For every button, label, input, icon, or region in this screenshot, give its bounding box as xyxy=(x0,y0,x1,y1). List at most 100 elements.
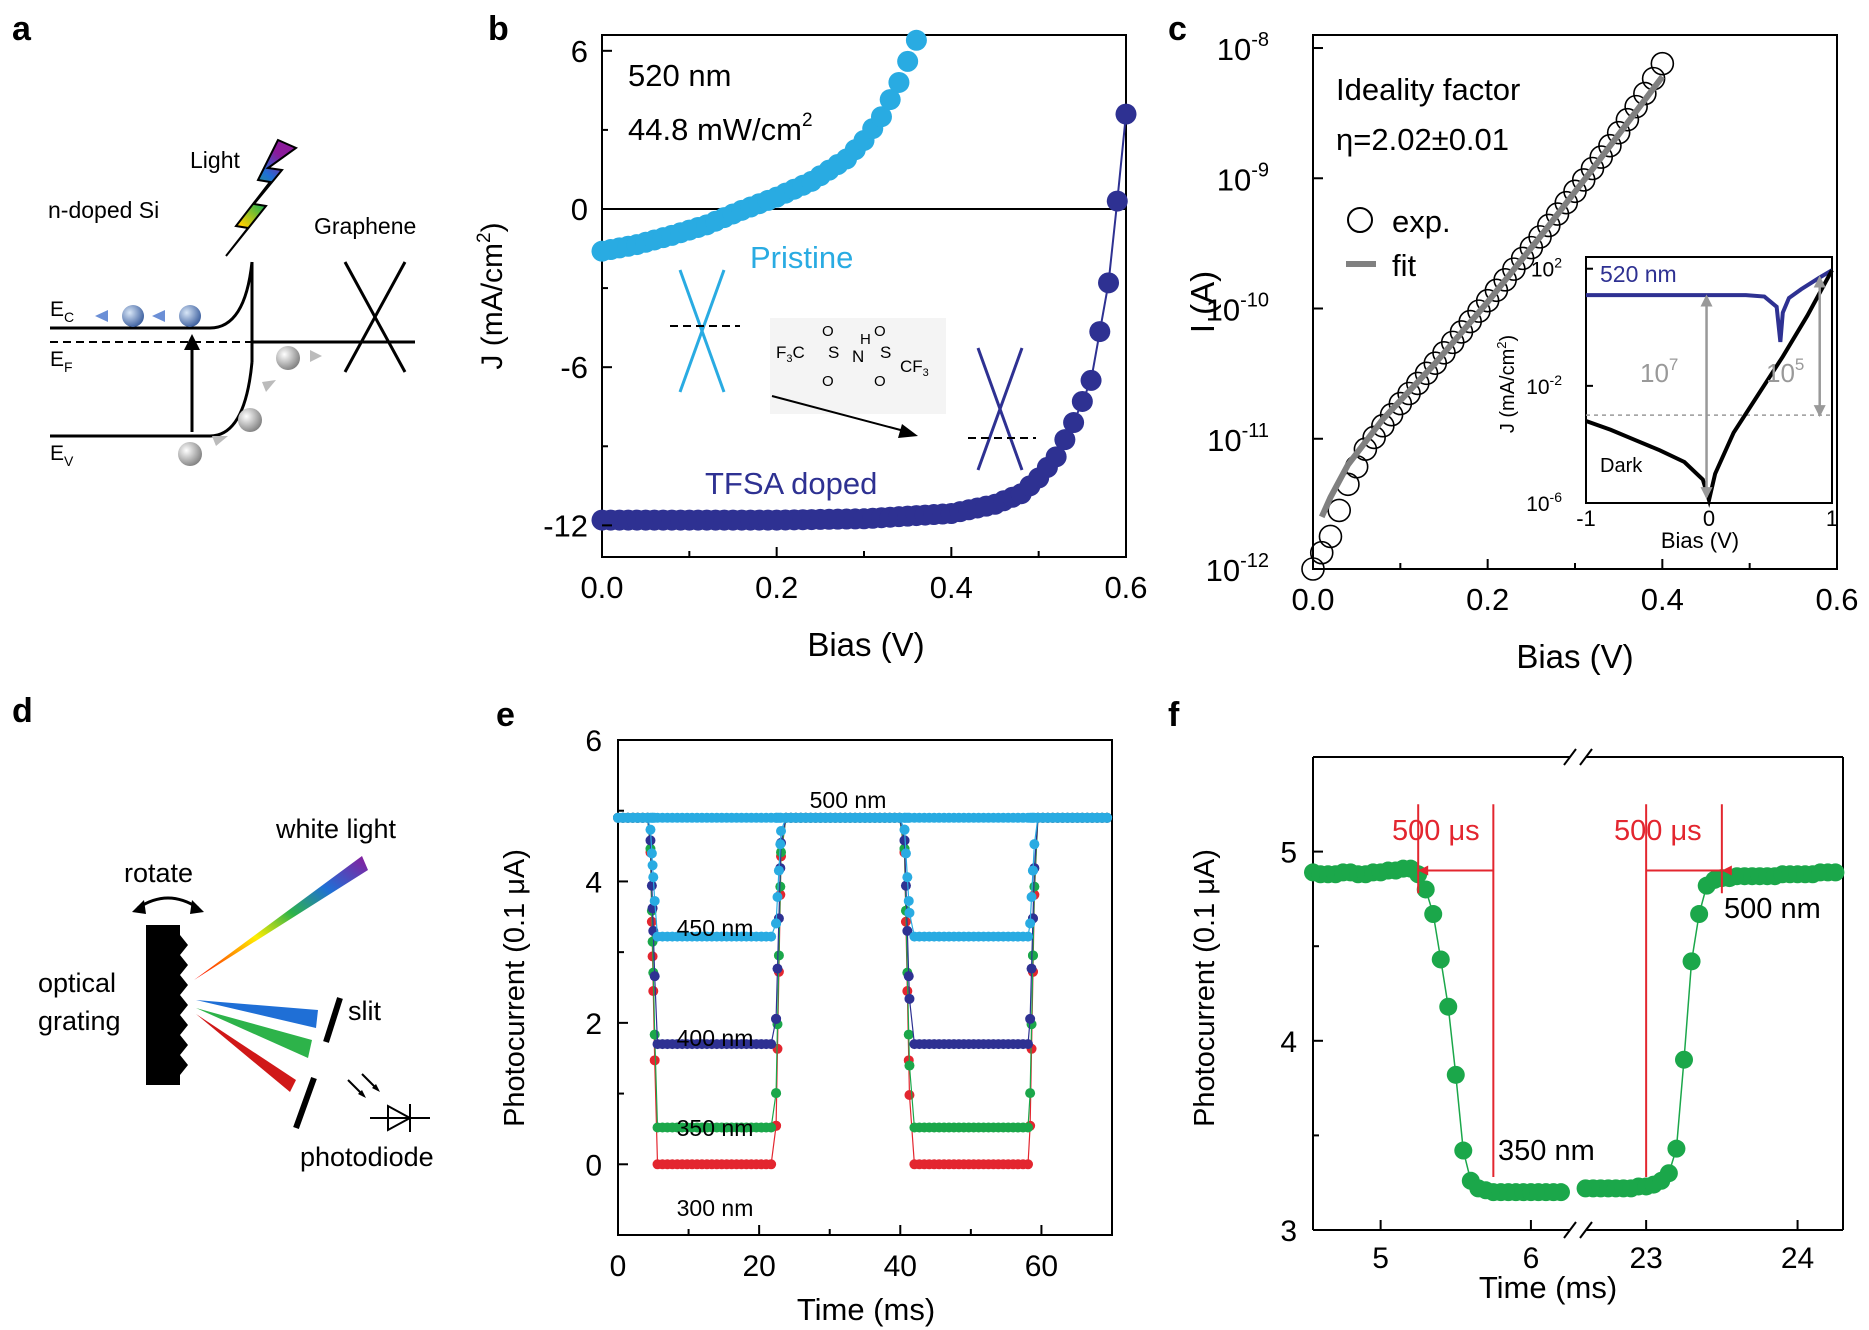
inset-label-dark: Dark xyxy=(1600,455,1643,477)
panel-f-xlabel: Time (ms) xyxy=(1479,1270,1617,1305)
svg-text:O: O xyxy=(822,323,834,340)
panel-f-point-left xyxy=(1424,905,1443,924)
panel-f-point-left xyxy=(1431,950,1450,969)
panel-b-ytick-label: 0 xyxy=(571,192,588,227)
inset-ratio-1: 107 xyxy=(1640,355,1678,388)
panel-b-ytick-label: -12 xyxy=(543,508,588,543)
panel-c-xtick-label: 0.6 xyxy=(1815,582,1858,617)
photodiode-icon xyxy=(347,1073,430,1132)
panel-e-point-400nm xyxy=(902,925,913,936)
panel-e-point-450nm xyxy=(1026,891,1037,902)
slit-upper xyxy=(323,997,343,1043)
panel-f-point-left xyxy=(1446,1065,1465,1084)
panel-e-point-450nm xyxy=(900,848,911,859)
pristine-point xyxy=(905,29,927,51)
exp-point xyxy=(1606,120,1631,145)
blue-beam xyxy=(196,1000,318,1028)
panel-e-point-400nm xyxy=(1026,963,1037,974)
panel-c-marks xyxy=(1301,51,1675,581)
panel-c-ytick-label: 10-12 xyxy=(1206,550,1269,588)
panel-e-label-400nm: 400 nm xyxy=(677,1025,754,1051)
pristine-dirac-cone-icon xyxy=(670,269,740,393)
panel-e-point-450nm xyxy=(1023,931,1034,942)
tfsa-doped-point xyxy=(1115,103,1137,125)
panel-e-point-450nm xyxy=(646,848,657,859)
panel-e-point-450nm xyxy=(649,895,660,906)
panel-e-point-450nm xyxy=(903,895,914,906)
svg-text:F3C: F3C xyxy=(776,343,805,365)
inset-ylabel: J (mA/cm2) xyxy=(1494,335,1519,433)
panel-f-point-right xyxy=(1667,1139,1686,1158)
panel-e-point-350nm xyxy=(773,950,784,961)
exp-point xyxy=(1598,133,1622,158)
exp-point xyxy=(1301,557,1325,581)
hole-1 xyxy=(178,442,202,466)
tfsa-doped-point xyxy=(1071,390,1093,412)
panel-e-point-450nm xyxy=(899,824,910,835)
label-ef: EF xyxy=(50,348,73,375)
panel-e-point-450nm xyxy=(904,907,915,918)
exp-point xyxy=(1615,107,1640,132)
hole-arrow-2 xyxy=(262,380,276,392)
panel-f-interval-left-head xyxy=(1418,865,1429,876)
panel-e-ytick-label: 2 xyxy=(585,1008,602,1041)
panel-e-point-350nm xyxy=(903,1029,914,1040)
optical-grating-icon xyxy=(146,925,188,1085)
graphene-cone-2 xyxy=(343,261,407,373)
panel-c-legend-fit: fit xyxy=(1392,248,1417,283)
panel-e-plot-frame xyxy=(617,739,1113,1236)
panel-b-chart: 0.0 0.2 0.4 0.660-6-12 Bias (V) J (mA/cm2) … xyxy=(474,29,1148,663)
panel-e-point-450nm xyxy=(772,891,783,902)
panel-letter-f: f xyxy=(1168,696,1180,734)
hole-arrow-1 xyxy=(212,436,228,446)
panel-c-xtick-label: 0.2 xyxy=(1466,582,1509,617)
panel-b-ylabel: J (mA/cm2) xyxy=(474,222,509,369)
panel-e-marks xyxy=(613,812,1113,1170)
panel-e-xtick-label: 40 xyxy=(884,1250,917,1283)
panel-e-point-450nm xyxy=(1029,839,1040,850)
panel-c-xlabel: Bias (V) xyxy=(1516,638,1633,675)
lightning-bolt-icon xyxy=(225,138,299,257)
exp-point xyxy=(1309,540,1334,565)
panel-letter-c: c xyxy=(1168,10,1187,48)
panel-f-point-right xyxy=(1659,1164,1678,1183)
label-rotate: rotate xyxy=(124,858,193,888)
panel-f-axis-break-1b xyxy=(1579,1221,1593,1239)
panel-e-point-300nm xyxy=(649,1055,660,1066)
panel-f-ytick-label: 3 xyxy=(1280,1215,1297,1248)
panel-c-legend-exp: exp. xyxy=(1392,204,1451,239)
panel-e-point-450nm xyxy=(1025,918,1036,929)
panel-e-point-400nm xyxy=(766,1039,777,1050)
svg-text:S: S xyxy=(880,343,891,362)
panel-e-ytick-label: 6 xyxy=(585,725,602,758)
panel-f-ytick-label: 5 xyxy=(1280,837,1297,870)
inset-ytick-label: 10-2 xyxy=(1526,372,1562,399)
panel-f-point-right xyxy=(1675,1050,1693,1069)
panel-e-point-400nm xyxy=(904,993,915,1004)
panel-e-label-300nm: 300 nm xyxy=(677,1195,754,1221)
panel-c-ylabel: I (A) xyxy=(1184,271,1221,333)
panel-e-ytick-label: 4 xyxy=(585,866,602,899)
pristine-point xyxy=(888,71,910,93)
panel-e-point-450nm xyxy=(775,839,786,850)
svg-text:N: N xyxy=(852,347,864,366)
panel-f-point-right xyxy=(1682,952,1701,971)
inset-ytick-label: 10-6 xyxy=(1526,489,1562,516)
panel-c-legend-marker-exp xyxy=(1347,207,1373,233)
label-n-doped-si: n-doped Si xyxy=(48,197,159,223)
panel-e-xlabel: Time (ms) xyxy=(797,1292,935,1327)
inset-xtick-label: 1 xyxy=(1826,506,1838,531)
svg-text:O: O xyxy=(822,373,834,390)
panel-b-xtick-label: 0.4 xyxy=(930,570,973,605)
panel-e-xtick-label: 0 xyxy=(610,1250,627,1283)
inset-ratio-2-arrow-head-bottom xyxy=(1813,405,1826,418)
panel-e-point-400nm xyxy=(649,971,660,982)
panel-f-ticks: 5 6 23 24 5 4 3 xyxy=(1280,837,1814,1275)
label-graphene: Graphene xyxy=(314,213,416,239)
electron-arrow-2 xyxy=(152,310,165,322)
panel-e-point-300nm xyxy=(766,1159,777,1170)
panel-e-point-400nm xyxy=(772,963,783,974)
